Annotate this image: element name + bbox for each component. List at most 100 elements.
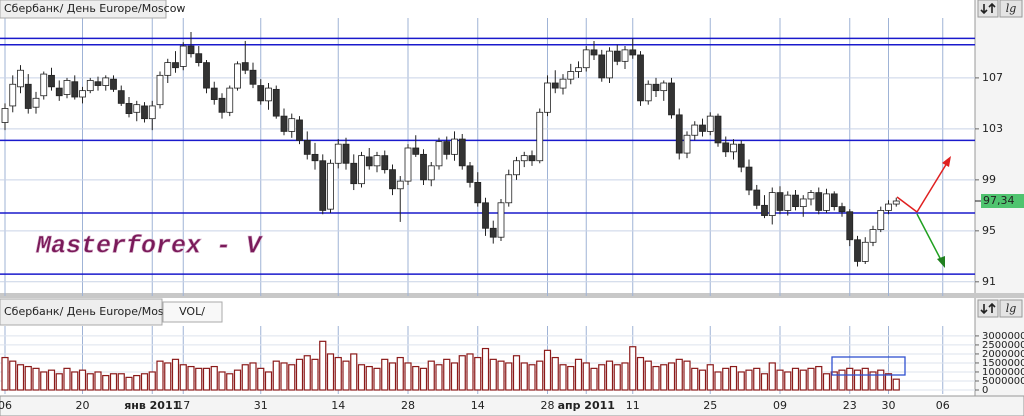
x-tick-label: 14 [331,399,345,412]
volume-bar [55,373,63,391]
volume-bar [722,367,730,391]
volume-bar [16,364,25,391]
volume-bar [706,364,714,391]
candle-body [784,194,792,211]
volume-bar [598,364,606,391]
x-tick-label: 28 [541,399,555,412]
candle-body [86,80,94,92]
header-box [0,0,167,19]
volume-bar [319,340,327,391]
candle-body [668,82,675,116]
candle-body [71,81,79,98]
candle-body [210,87,218,100]
volume-bar [218,371,226,391]
candle-body [451,138,458,155]
candle-body [536,111,544,162]
candle-body [373,155,381,167]
volume-bar [427,360,435,391]
x-tick-label: 23 [843,399,857,412]
volume-bar [551,356,559,391]
volume-bar [264,371,273,391]
y-tick-label: 15000000 [982,358,1024,369]
last-price-label: 97,34 [983,194,1015,207]
candle-body [489,227,497,238]
volume-bar [636,356,645,391]
candle-body [226,87,234,113]
x-tick-label: 28 [401,399,415,412]
volume-bar [830,371,838,391]
candle-body [327,162,334,210]
volume-bar [652,365,660,391]
volume-bar [357,364,366,391]
volume-bar [714,371,722,391]
volume-bar [505,362,513,391]
log-button[interactable] [999,0,1023,18]
candle-body [32,97,40,108]
candle-body [396,180,404,190]
volume-bar [660,364,668,391]
volume-bar [807,367,815,391]
volume-bar [32,367,40,391]
candle-body [691,124,699,136]
candle-body [187,45,195,55]
candle-body [497,202,505,238]
volume-bar [78,369,87,391]
candle-body [319,160,327,211]
y-tick-label: 0 [982,385,988,396]
candle-body [861,241,869,262]
volume-bar [257,367,265,391]
candle-body [265,87,272,102]
volume-bar [241,364,249,391]
volume-bar [334,356,342,391]
x-tick-label: 17 [176,399,190,412]
volume-bar [148,371,156,391]
y-tick-label: 95 [982,224,996,237]
indicator-label[interactable]: VOL/ [179,305,205,318]
x-axis-panel [0,395,1024,416]
volume-bar [667,362,676,391]
header-box [0,298,163,326]
volume-bar [195,367,203,391]
candle-body [660,82,668,92]
volume-bar [458,355,466,391]
log-button-label[interactable]: lg [1006,2,1017,15]
candle-body [699,124,706,132]
x-tick-label: 06 [0,399,12,412]
volume-bar [737,371,745,391]
volume-bar [63,367,71,391]
candle-body [745,166,753,191]
volume-bar [776,369,784,391]
y-tick-label: 20000000 [982,349,1024,360]
scale-button[interactable] [977,299,999,318]
log-button[interactable] [999,299,1023,318]
volume-bar [140,373,149,391]
candle-body [257,85,265,102]
scale-button[interactable] [977,0,999,18]
volume-bar [288,364,296,391]
candle-body [249,69,257,85]
candle-body [179,45,187,67]
volume-bar [474,356,482,391]
volume-bar [249,362,257,391]
candle-body [466,165,474,183]
volume-bar [24,365,32,391]
candle-body [381,155,389,171]
candle-body [567,71,575,80]
volume-bar [365,365,373,391]
volume-bar [202,367,211,391]
indicator-box[interactable] [162,301,223,323]
volume-bar [419,367,428,391]
volume-bar [846,367,854,391]
log-button-label[interactable]: lg [1006,302,1017,315]
volume-bar [729,365,738,391]
candle-body [55,87,63,97]
candle-body [606,50,613,79]
volume-bar [396,356,404,391]
candle-body [342,143,350,164]
candle-body [838,206,846,213]
candle-body [675,114,683,154]
volume-bar [466,353,474,391]
pane-separator [0,293,1024,298]
candle-body [737,143,745,168]
candle-body [714,115,722,144]
